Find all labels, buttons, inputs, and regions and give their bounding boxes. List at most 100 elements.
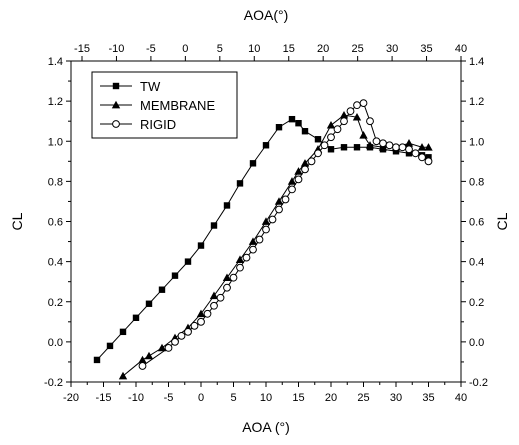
x-tick-label-top: 5	[217, 43, 223, 55]
x-tick-label-bottom: 30	[390, 392, 402, 404]
data-point-rigid	[353, 101, 361, 110]
y-tick-label-left: 1.2	[48, 96, 63, 108]
data-point-membrane	[404, 139, 414, 147]
legend-label-rigid: RIGID	[140, 117, 176, 132]
legend-marker-membrane	[111, 100, 121, 109]
data-point-rigid	[294, 175, 303, 184]
data-point-membrane	[118, 371, 128, 380]
data-point-rigid	[314, 149, 322, 158]
x-tick-label-bottom: -15	[96, 392, 112, 404]
data-point-membrane	[222, 273, 232, 282]
data-point-tw	[223, 202, 231, 209]
x-tick-label-top: 30	[386, 43, 398, 55]
x-tick-label-bottom: 10	[260, 392, 272, 404]
x-tick-label-bottom: 40	[455, 392, 467, 404]
y-tick-label-right: 0.0	[469, 337, 484, 349]
y-tick-label-right: 0.4	[469, 257, 484, 269]
y-axis-label-left: CL	[9, 212, 25, 230]
data-point-rigid	[190, 321, 199, 330]
x-tick-label-bottom: 15	[292, 392, 304, 404]
data-point-tw	[314, 136, 322, 143]
data-point-tw	[301, 128, 309, 135]
data-point-rigid	[418, 153, 426, 162]
data-point-rigid	[275, 205, 283, 214]
data-point-rigid	[197, 317, 205, 326]
data-point-rigid	[229, 273, 238, 282]
data-point-rigid	[366, 117, 374, 126]
data-point-rigid	[177, 331, 186, 340]
data-point-rigid	[288, 185, 296, 194]
data-point-membrane	[287, 177, 297, 185]
data-point-rigid	[268, 215, 277, 224]
data-point-rigid	[164, 343, 173, 352]
data-point-rigid	[216, 293, 225, 302]
data-point-rigid	[398, 143, 407, 152]
data-point-membrane	[417, 143, 427, 151]
data-point-rigid	[379, 139, 387, 148]
data-point-tw	[340, 144, 348, 151]
y-tick-label-left: 0.2	[48, 297, 63, 309]
legend-marker-rigid	[112, 120, 120, 128]
x-tick-label-bottom: -5	[164, 392, 174, 404]
series-line-membrane	[122, 114, 429, 377]
y-tick-label-left: 1.4	[48, 56, 63, 68]
data-point-rigid	[236, 263, 244, 272]
y-tick-label-left: -0.2	[44, 377, 63, 389]
y-tick-label-left: 0.0	[48, 337, 63, 349]
data-point-tw	[425, 154, 432, 161]
data-point-membrane	[209, 291, 219, 300]
data-point-rigid	[184, 327, 192, 336]
data-point-tw	[106, 342, 114, 350]
series-membrane	[118, 110, 433, 380]
y-tick-label-right: 1.0	[469, 136, 484, 148]
data-point-membrane	[248, 237, 258, 245]
data-point-membrane	[138, 355, 147, 364]
x-tick-label-top: 40	[455, 43, 467, 55]
x-tick-label-top: -5	[146, 43, 156, 55]
data-point-tw	[119, 328, 127, 336]
series-line-tw	[96, 118, 429, 361]
y-tick-label-right: 0.2	[469, 297, 484, 309]
data-point-membrane	[261, 217, 271, 225]
legend-label-membrane: MEMBRANE	[140, 98, 215, 113]
data-point-tw	[197, 242, 205, 249]
data-point-rigid	[281, 195, 290, 204]
data-point-rigid	[320, 141, 329, 150]
data-point-tw	[392, 148, 400, 155]
data-point-rigid	[385, 141, 394, 150]
data-point-rigid	[424, 157, 433, 166]
y-tick-label-right: 0.6	[469, 217, 484, 229]
x-tick-label-bottom: 5	[230, 392, 236, 404]
data-point-rigid	[138, 362, 147, 370]
x-tick-label-bottom: 25	[357, 392, 369, 404]
data-point-tw	[184, 258, 192, 265]
data-point-membrane	[294, 167, 303, 175]
data-point-rigid	[242, 253, 251, 262]
data-point-tw	[275, 124, 283, 131]
data-point-rigid	[210, 301, 218, 310]
data-point-tw	[353, 144, 361, 151]
data-point-tw	[210, 222, 218, 229]
x-tick-label-bottom: -20	[63, 392, 79, 404]
data-point-membrane	[235, 255, 245, 263]
data-point-tw	[295, 119, 302, 127]
y-tick-label-right: 1.2	[469, 96, 484, 108]
data-point-rigid	[346, 107, 355, 116]
x-tick-label-bottom: -10	[128, 392, 144, 404]
x-tick-label-top: 0	[182, 43, 188, 55]
data-point-tw	[93, 356, 101, 364]
data-point-tw	[249, 160, 257, 167]
data-point-rigid	[249, 245, 257, 254]
data-point-rigid	[372, 137, 381, 146]
data-point-rigid	[171, 337, 179, 346]
x-tick-label-top: 35	[420, 43, 432, 55]
data-point-membrane	[274, 197, 284, 205]
x-tick-label-bottom: 0	[198, 392, 204, 404]
series-layer	[93, 99, 433, 380]
data-point-membrane	[352, 112, 362, 121]
x-axis-label-top: AOA(°)	[244, 7, 289, 23]
data-point-membrane	[359, 131, 368, 139]
y-tick-label-left: 1.0	[48, 136, 63, 148]
data-point-rigid	[301, 165, 309, 174]
x-tick-label-top: -10	[109, 43, 125, 55]
